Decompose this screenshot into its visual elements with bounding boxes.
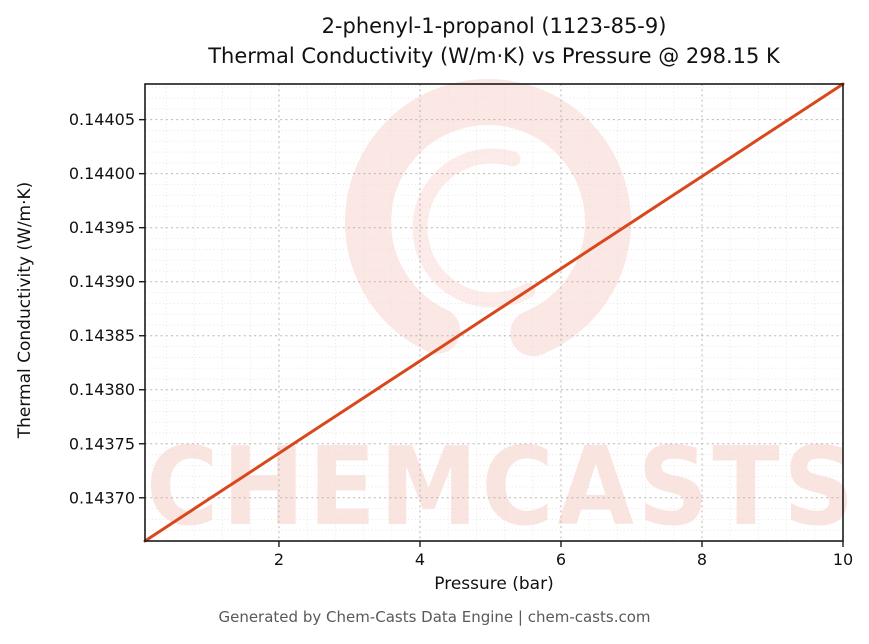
watermark-logo-outer-ring — [344, 79, 631, 365]
y-axis-label: Thermal Conductivity (W/m·K) — [15, 181, 35, 439]
y-tick-label: 0.14400 — [69, 164, 135, 183]
plot-border — [144, 83, 844, 542]
y-tick-label: 0.14405 — [69, 110, 135, 129]
footer-credit: Generated by Chem-Casts Data Engine | ch… — [218, 608, 651, 626]
x-tick-label: 4 — [415, 550, 425, 569]
x-tick-label: 2 — [274, 550, 284, 569]
watermark-text: CHEMCASTS — [146, 425, 858, 550]
chart-title-line1: 2-phenyl-1-propanol (1123-85-9) — [321, 14, 667, 38]
series-line-thermal-conductivity — [143, 82, 845, 543]
y-tick-label: 0.14385 — [69, 326, 135, 345]
x-tick-label: 10 — [833, 550, 853, 569]
y-tick-label: 0.14375 — [69, 434, 135, 453]
x-axis-label: Pressure (bar) — [434, 574, 554, 594]
y-tick-label: 0.14390 — [69, 272, 135, 291]
y-tick-label: 0.14370 — [69, 488, 135, 507]
x-tick-label: 8 — [697, 550, 707, 569]
x-tick-label: 6 — [556, 550, 566, 569]
y-tick-label: 0.14395 — [69, 218, 135, 237]
y-tick-label: 0.14380 — [69, 380, 135, 399]
watermark: CHEMCASTS — [146, 79, 858, 550]
chart-title-line2: Thermal Conductivity (W/m·K) vs Pressure… — [208, 44, 780, 68]
